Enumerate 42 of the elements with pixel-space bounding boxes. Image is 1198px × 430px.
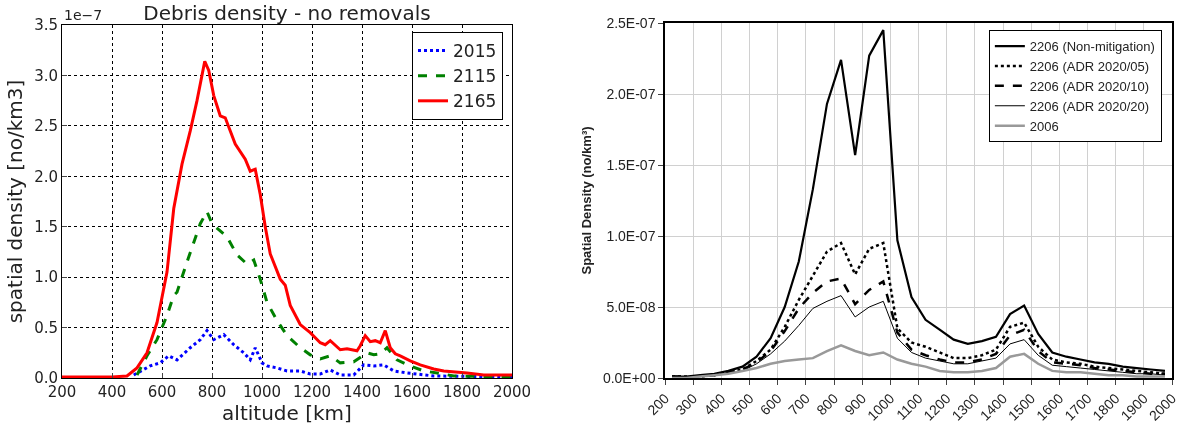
y-axis-title: Spatial Density (no/km³) [579, 126, 595, 275]
y-tick-label: 1.0E-07 [606, 227, 656, 244]
legend-label: 2206 (ADR 2020/10) [1029, 78, 1150, 94]
y-axis-title: spatial density [no/km3] [2, 79, 27, 324]
y-tick-label: 2.5 [34, 117, 58, 136]
y-tick-label: 0.0E+00 [602, 369, 656, 386]
x-tick-label: 400 [97, 383, 127, 401]
y-tick-label: 1.0 [34, 268, 58, 287]
legend-label: 2206 (Non-mitigation) [1029, 39, 1155, 55]
x-tick-label: 2000 [492, 383, 532, 401]
x-tick-label: 1000 [242, 383, 282, 401]
y-tick-label: 5.0E-08 [606, 298, 656, 315]
y-tick-label: 0.5 [34, 318, 58, 337]
legend-label: 2115 [453, 66, 497, 87]
legend-label: 2165 [453, 91, 497, 112]
x-axis-title: altitude [km] [222, 401, 352, 425]
y-tick-label: 1.5 [34, 217, 58, 236]
x-tick-label: 700 [785, 390, 814, 419]
y-tick-label: 3.0 [34, 66, 58, 85]
legend-label: 2206 (ADR 2020/20) [1029, 98, 1150, 114]
x-tick-label: 400 [700, 390, 729, 419]
y-tick-label: 1.5E-07 [606, 156, 656, 173]
y-tick-label: 3.5 [34, 16, 58, 35]
x-tick-label: 300 [672, 390, 701, 419]
y-tick-label: 2.0 [34, 167, 58, 186]
x-tick-label: 1400 [342, 383, 382, 401]
legend-label: 2015 [453, 41, 497, 62]
x-tick-label: 1800 [442, 383, 482, 401]
legend-label: 2006 [1029, 118, 1059, 134]
x-tick-label: 500 [728, 390, 757, 419]
y-tick-label: 2.0E-07 [606, 85, 656, 102]
x-tick-label: 200 [644, 390, 673, 419]
x-tick-label: 600 [147, 383, 177, 401]
text: 1e−7 [64, 7, 103, 23]
x-tick-label: 600 [756, 390, 785, 419]
y-tick-label: 2.5E-07 [606, 14, 656, 31]
x-tick-label: 1200 [292, 383, 332, 401]
legend-label: 2206 (ADR 2020/05) [1029, 59, 1150, 75]
x-tick-label: 800 [813, 390, 842, 419]
chart-title: Debris density - no removals [143, 1, 431, 26]
x-tick-label: 1600 [392, 383, 432, 401]
x-tick-label: 800 [197, 383, 227, 401]
